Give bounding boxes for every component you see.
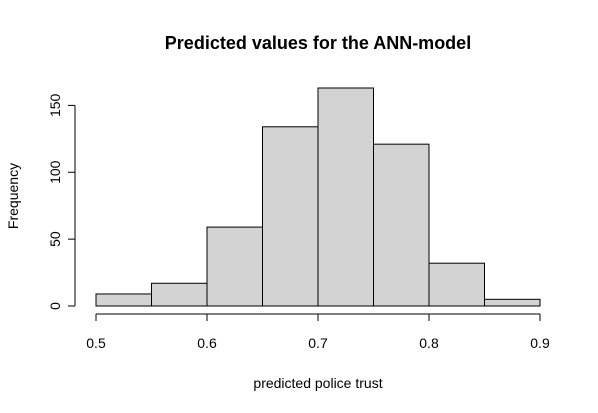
x-tick-label: 0.8 (419, 335, 439, 351)
histogram-bar-4 (318, 88, 374, 306)
x-tick-label: 0.5 (86, 335, 106, 351)
histogram-bar-6 (429, 263, 485, 306)
y-tick-label: 150 (47, 93, 63, 117)
histogram-bar-1 (152, 283, 208, 306)
histogram-bar-0 (96, 294, 152, 306)
y-axis-label: Frequency (5, 163, 21, 229)
histogram-bar-3 (263, 127, 319, 306)
x-axis-label: predicted police trust (253, 375, 382, 391)
bars-group (96, 88, 540, 306)
chart-title: Predicted values for the ANN-model (165, 33, 471, 53)
y-tick-label: 0 (47, 302, 63, 310)
histogram-bar-5 (374, 144, 430, 306)
histogram-bar-7 (485, 299, 541, 306)
y-tick-label: 50 (47, 231, 63, 247)
x-axis: 0.5 0.6 0.7 0.8 0.9 (86, 314, 550, 351)
y-axis: 0 50 100 150 (47, 93, 75, 309)
x-tick-label: 0.7 (308, 335, 328, 351)
y-tick-label: 100 (47, 160, 63, 184)
x-tick-label: 0.6 (197, 335, 217, 351)
x-tick-label: 0.9 (530, 335, 550, 351)
histogram-bar-2 (207, 227, 263, 306)
